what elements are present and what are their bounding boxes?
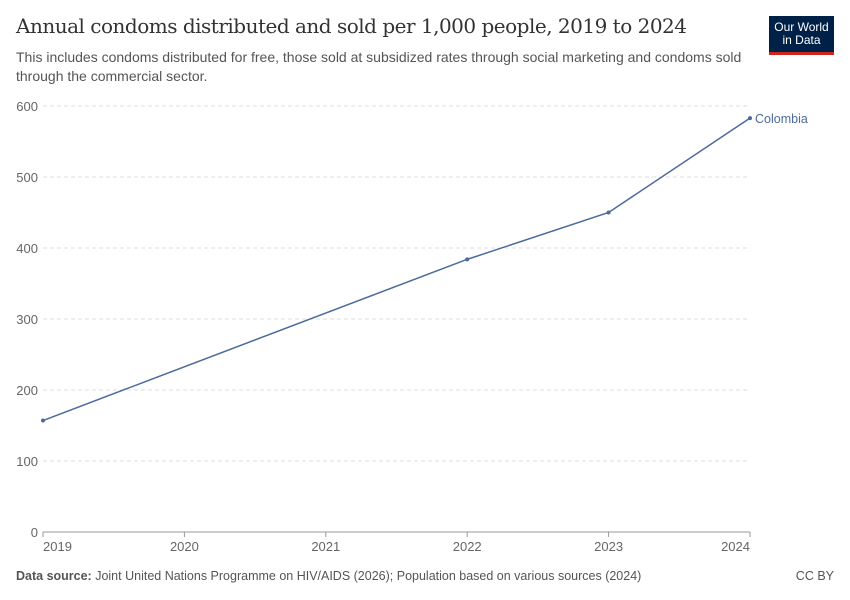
data-point	[465, 257, 470, 262]
owid-logo[interactable]: Our World in Data	[769, 16, 834, 55]
data-point	[748, 116, 752, 121]
x-tick-label: 2021	[311, 539, 340, 554]
y-tick-label: 0	[31, 525, 38, 540]
y-tick-label: 600	[16, 99, 38, 114]
source-label: Data source:	[16, 569, 92, 583]
y-tick-label: 100	[16, 454, 38, 469]
series-line	[42, 117, 751, 422]
data-point	[41, 418, 45, 423]
x-tick-label: 2022	[453, 539, 482, 554]
y-tick-label: 300	[16, 312, 38, 327]
data-point	[606, 210, 611, 215]
x-tick-label: 2019	[43, 539, 72, 554]
series-label: Colombia	[755, 112, 808, 126]
x-tick-label: 2023	[594, 539, 623, 554]
y-tick-label: 500	[16, 170, 38, 185]
logo-line-1: Our World	[774, 20, 829, 34]
source-text: Joint United Nations Programme on HIV/AI…	[91, 569, 642, 583]
chart-title: Annual condoms distributed and sold per …	[16, 14, 687, 38]
x-tick-label: 2020	[170, 539, 199, 554]
y-tick-label: 200	[16, 383, 38, 398]
x-tick-label: 2024	[721, 539, 750, 554]
license-link[interactable]: CC BY	[795, 569, 834, 583]
logo-line-2: in Data	[782, 33, 821, 47]
data-source: Data source: Joint United Nations Progra…	[16, 569, 641, 583]
chart-subtitle: This includes condoms distributed for fr…	[16, 49, 742, 84]
y-tick-label: 400	[16, 241, 38, 256]
